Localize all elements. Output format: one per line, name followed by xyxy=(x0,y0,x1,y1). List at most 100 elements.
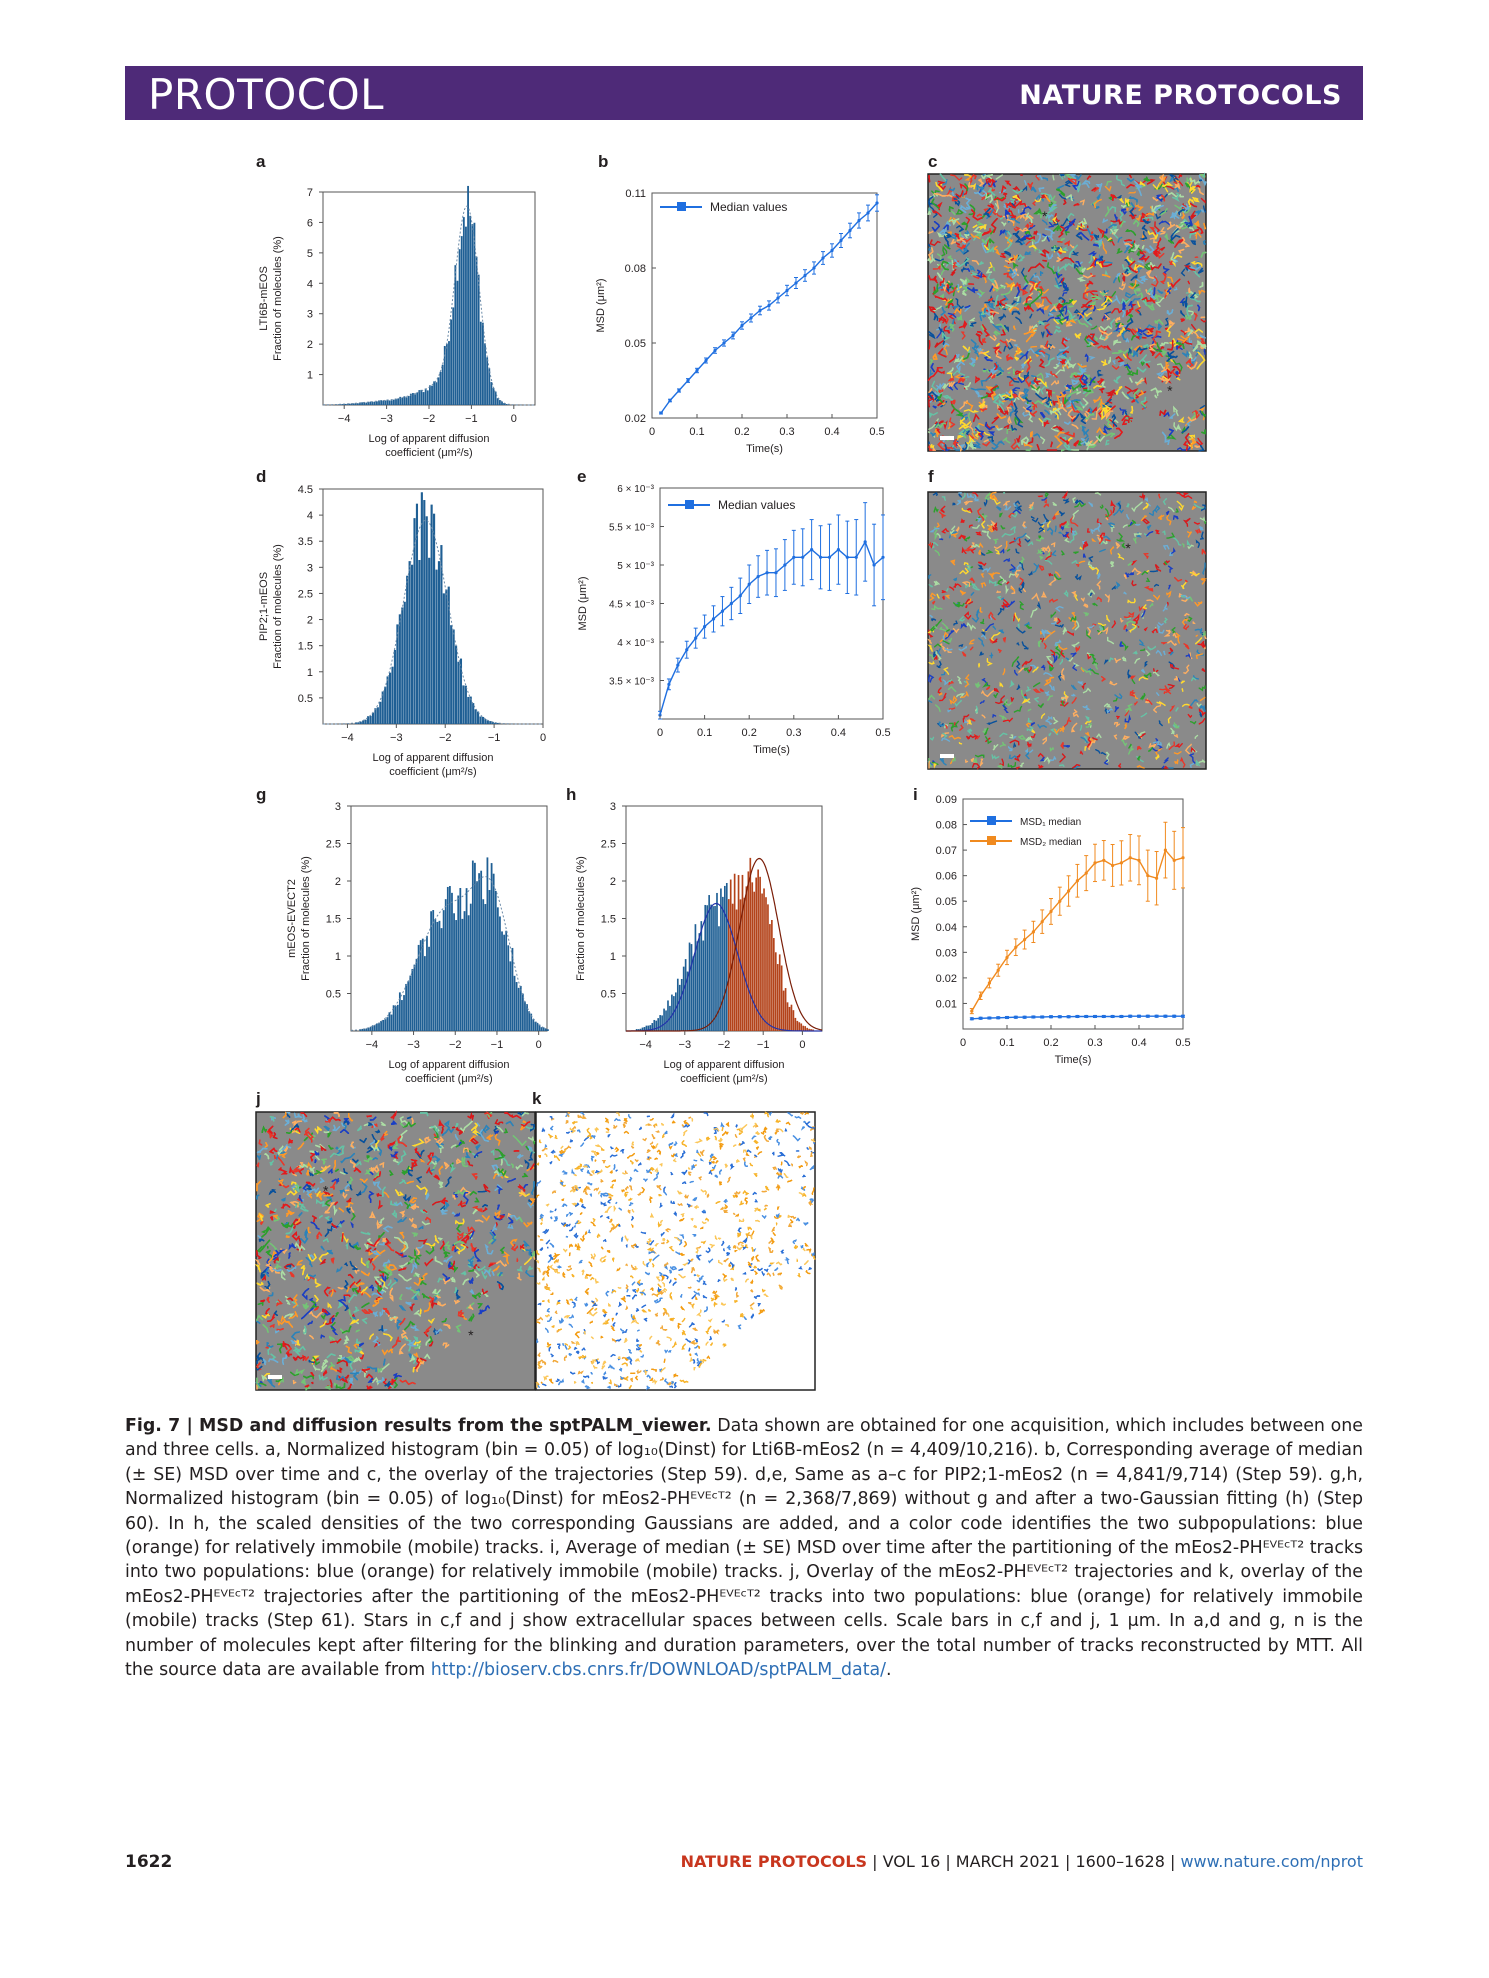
trajectory xyxy=(1050,541,1056,548)
section-title: PROTOCOL xyxy=(148,70,385,119)
hist-bar xyxy=(409,975,412,1031)
y-tick-label: 2.5 xyxy=(601,839,616,851)
hist-bar xyxy=(486,357,489,405)
trajectory xyxy=(948,707,956,711)
trajectory xyxy=(1153,342,1163,353)
trajectory xyxy=(933,643,942,648)
y-axis-label: Fraction of molecules (%) xyxy=(575,856,587,981)
trajectory xyxy=(1190,240,1196,246)
trajectory xyxy=(1052,400,1060,406)
trajectory xyxy=(1064,431,1075,438)
trajectory xyxy=(1060,257,1075,264)
line-chart-e: 0 0.1 0.2 0.3 0.4 0.53.5 × 10⁻³4 × 10⁻³4.5 × … xyxy=(577,484,891,756)
trajectory xyxy=(965,604,968,609)
trajectory xyxy=(1046,389,1052,399)
trajectory xyxy=(1156,700,1166,707)
trajectory xyxy=(1105,389,1115,397)
data-point xyxy=(1146,874,1150,878)
trajectory xyxy=(1017,377,1025,384)
data-point xyxy=(875,201,879,205)
trajectory xyxy=(1039,350,1046,354)
trajectory xyxy=(1079,265,1084,273)
trajectory xyxy=(1009,739,1020,746)
y-tick-label: 5 xyxy=(307,248,313,260)
trajectory xyxy=(1166,741,1171,749)
trajectory xyxy=(1124,714,1131,723)
trajectory xyxy=(1038,187,1045,192)
trajectory xyxy=(1037,639,1043,648)
trajectory xyxy=(933,305,942,312)
trajectory xyxy=(953,620,958,626)
trajectory xyxy=(1050,371,1058,378)
panel-label: e xyxy=(577,467,586,486)
trajectory xyxy=(1082,705,1091,711)
trajectory xyxy=(1174,632,1181,644)
hist-bar xyxy=(430,911,433,1031)
trajectory xyxy=(928,340,931,350)
trajectory xyxy=(1149,290,1157,300)
data-point xyxy=(686,378,690,383)
x-tick-label: 0.2 xyxy=(734,426,749,438)
data-point xyxy=(731,333,735,338)
trajectory xyxy=(1050,345,1056,350)
trajectory xyxy=(1182,296,1188,307)
trajectory xyxy=(1121,308,1126,318)
trajectory xyxy=(961,266,967,273)
trajectory xyxy=(995,349,1002,359)
hist-bar xyxy=(473,222,476,405)
trajectory xyxy=(1046,316,1055,323)
trajectory xyxy=(1111,585,1116,590)
trajectory xyxy=(1189,292,1196,299)
trajectory xyxy=(1140,648,1146,652)
trajectory xyxy=(1189,186,1197,194)
trajectory xyxy=(1025,405,1033,415)
trajectory xyxy=(1141,396,1147,403)
trajectory xyxy=(995,426,1003,431)
trajectory xyxy=(1056,256,1062,263)
trajectory xyxy=(1166,368,1176,380)
trajectory xyxy=(973,226,983,235)
data-point xyxy=(1075,879,1079,883)
hist-bar xyxy=(432,910,435,1031)
hist-bar xyxy=(459,887,462,1031)
data-point xyxy=(749,316,753,320)
trajectory xyxy=(933,526,938,541)
trajectory xyxy=(1140,515,1148,522)
data-point xyxy=(794,281,798,285)
trajectory xyxy=(1096,427,1106,436)
trajectory xyxy=(1156,237,1162,248)
data-point xyxy=(668,398,672,403)
trajectory xyxy=(1060,237,1065,243)
trajectory xyxy=(948,382,953,388)
trajectory xyxy=(968,174,977,186)
y-tick-label: 0.07 xyxy=(936,845,957,857)
data-point xyxy=(704,358,708,363)
hist-bar xyxy=(724,885,726,1031)
x-tick-label: 0.5 xyxy=(869,426,884,438)
trajectory xyxy=(1181,426,1190,434)
trajectory xyxy=(968,321,973,328)
hist-bar xyxy=(489,721,492,724)
hist-bar xyxy=(714,905,716,1031)
hist-bar xyxy=(499,916,501,1031)
trajectory xyxy=(955,257,970,268)
hist-bar xyxy=(467,185,469,405)
trajectory xyxy=(931,604,943,611)
hist-bar xyxy=(467,696,470,724)
trajectory xyxy=(929,369,934,377)
trajectory xyxy=(1184,433,1191,445)
trajectory xyxy=(1117,553,1125,560)
data-point xyxy=(776,296,780,300)
y-tick-label: 2.5 xyxy=(298,588,313,600)
trajectory xyxy=(1025,722,1032,728)
trajectory xyxy=(1054,624,1064,629)
trajectory xyxy=(1124,242,1133,247)
trajectory xyxy=(1128,571,1134,576)
y-tick-label: 0.02 xyxy=(936,973,957,985)
trajectory xyxy=(1005,282,1013,288)
trajectory xyxy=(931,221,940,232)
trajectory xyxy=(1000,252,1007,259)
trajectory xyxy=(1168,319,1175,329)
data-point xyxy=(1146,1014,1150,1018)
hist-bar xyxy=(455,920,458,1031)
